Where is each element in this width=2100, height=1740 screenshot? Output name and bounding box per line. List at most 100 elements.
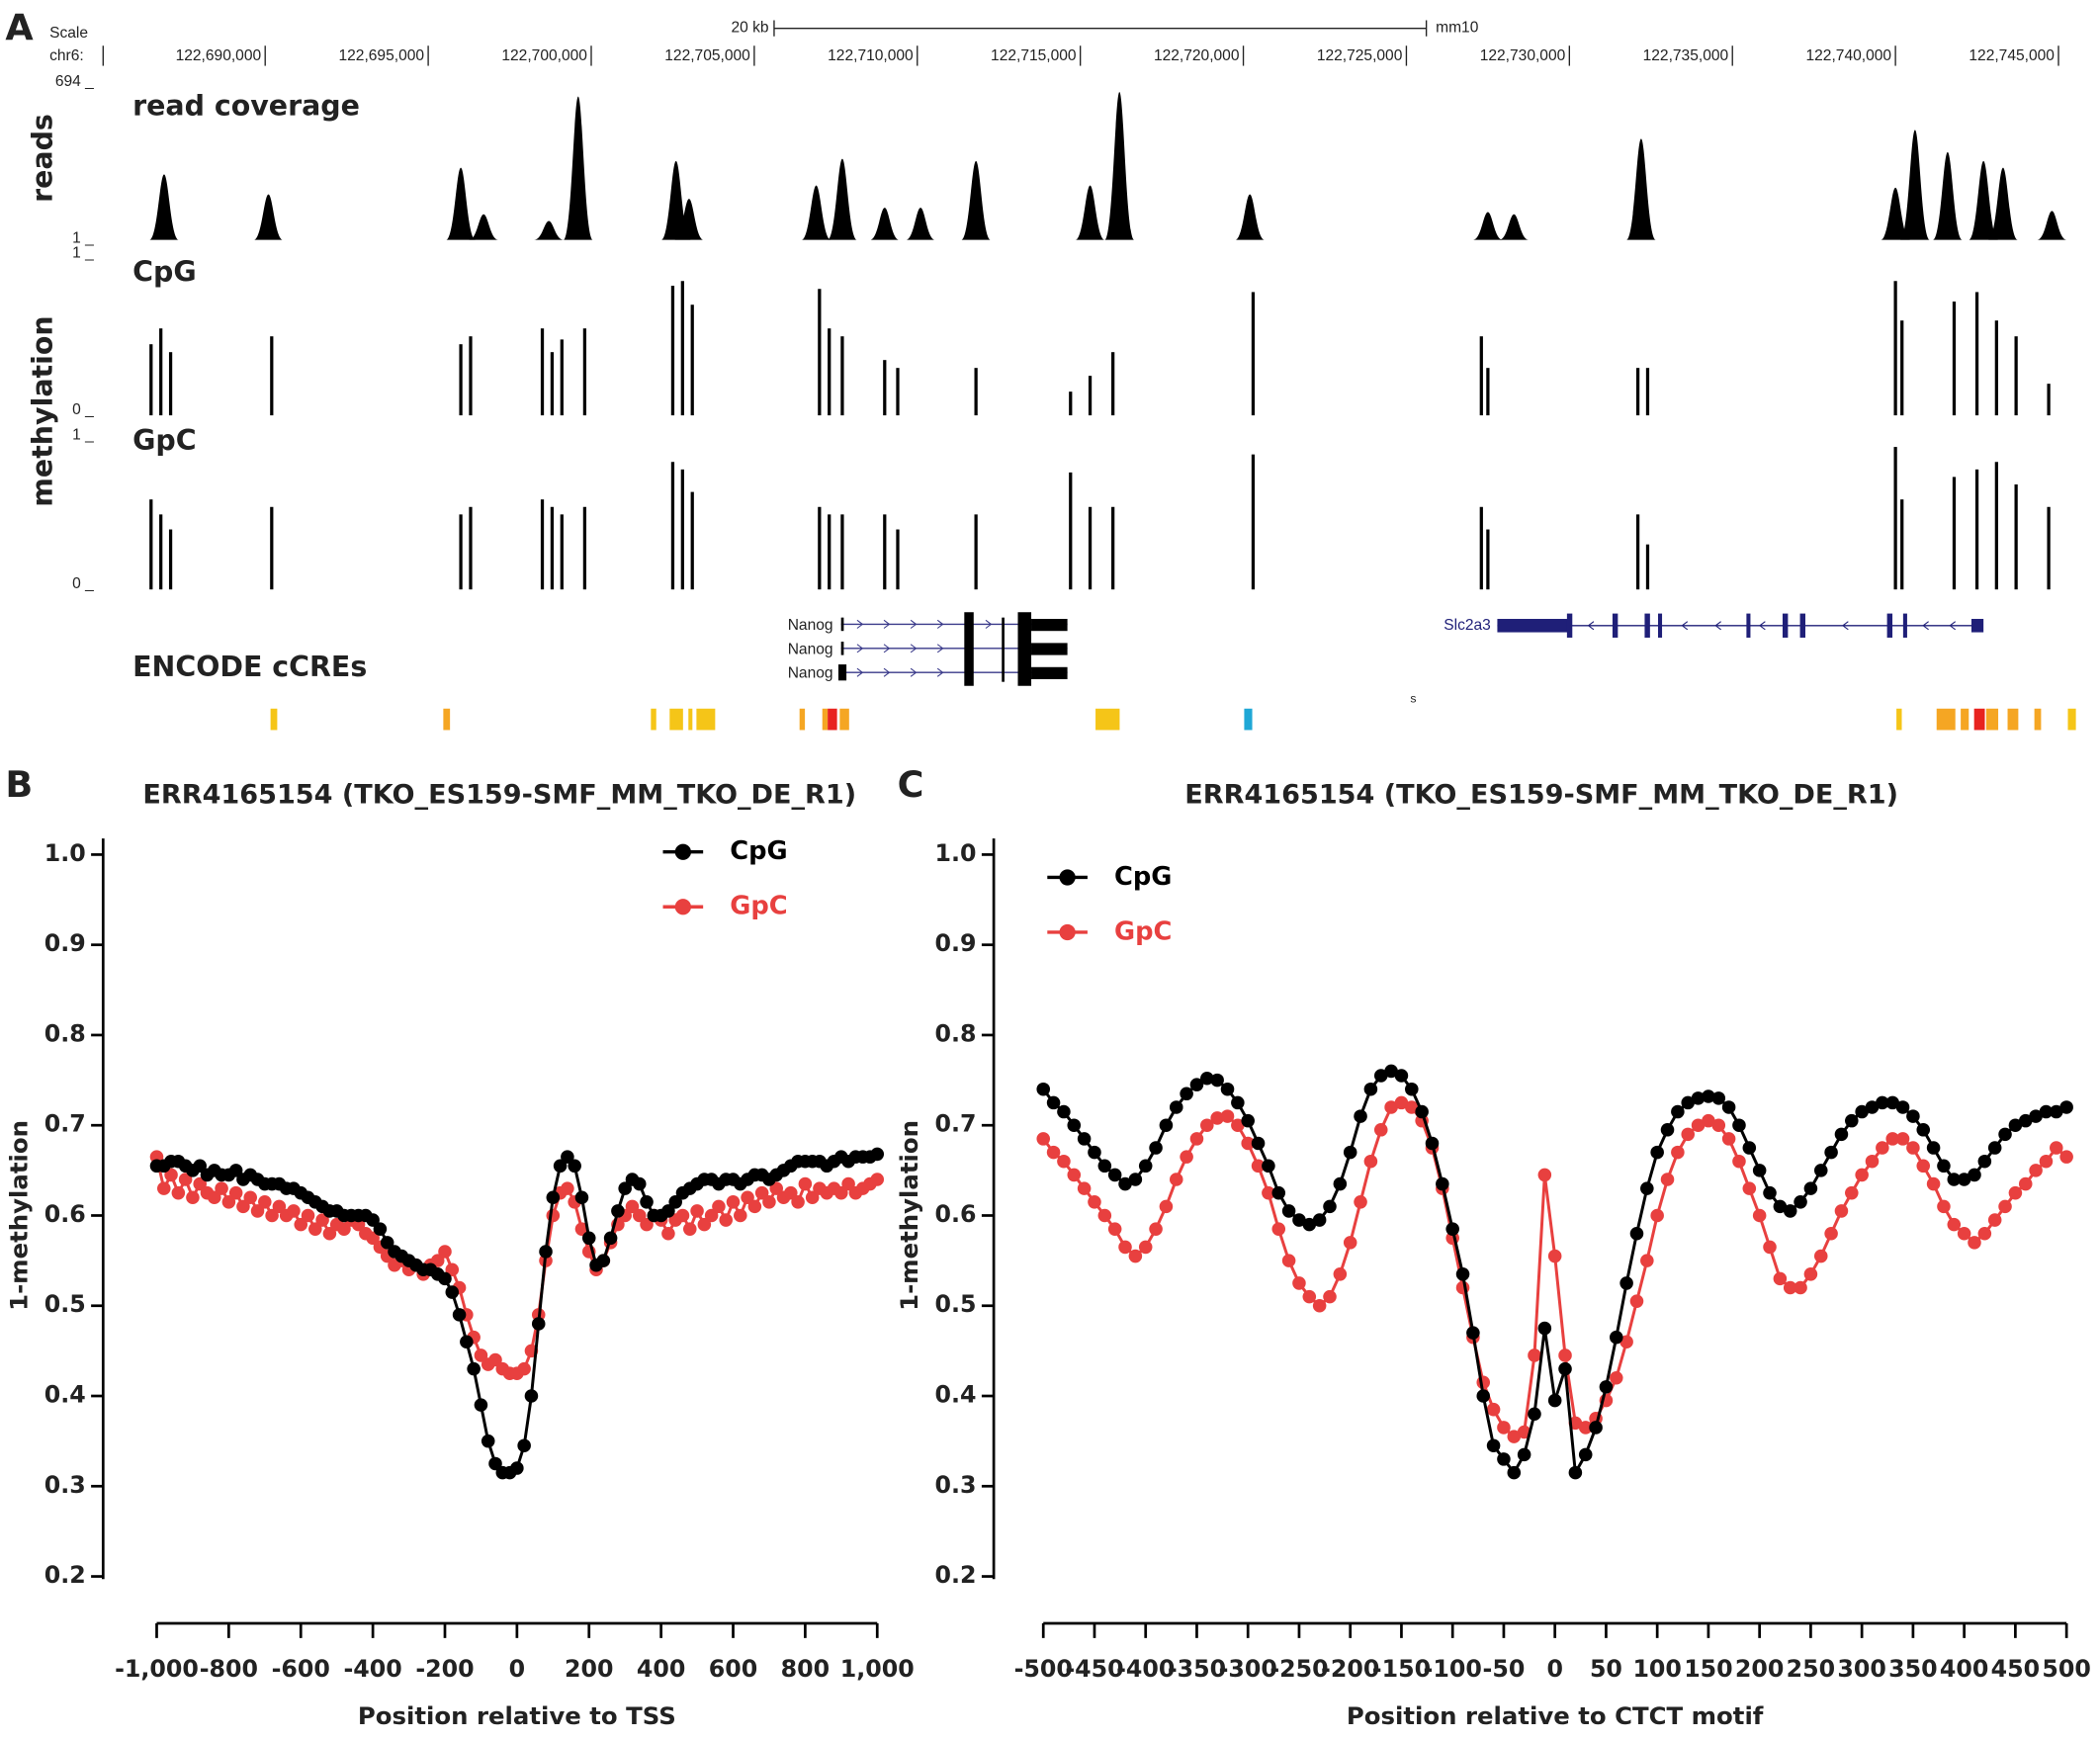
data-point [1721, 1132, 1736, 1146]
data-point [1302, 1289, 1317, 1304]
data-point [258, 1195, 272, 1209]
x-tick-label: -600 [272, 1655, 330, 1683]
methylation-bar [1974, 292, 1979, 416]
track-title: ENCODE cCREs [132, 651, 367, 683]
y-axis-label: 1-methylation [895, 1120, 923, 1311]
data-point [754, 1185, 769, 1200]
data-point [704, 1208, 719, 1223]
chart-title: ERR4165154 (TKO_ES159-SMF_MM_TKO_DE_R1) [142, 779, 856, 810]
data-point [1752, 1208, 1767, 1223]
gene-exon [1002, 617, 1005, 682]
methylation-bar [159, 328, 163, 416]
track-range-label: 0 _ [72, 401, 94, 418]
data-point [1405, 1100, 1419, 1114]
data-point [1681, 1095, 1695, 1110]
data-point [1486, 1402, 1501, 1417]
data-point [301, 1208, 315, 1223]
methylation-bar [1088, 506, 1093, 590]
data-point [1957, 1173, 1971, 1186]
data-point [1251, 1136, 1266, 1151]
data-point [1681, 1127, 1695, 1142]
data-point [1067, 1168, 1082, 1182]
ccre [696, 708, 716, 731]
data-point [1486, 1438, 1501, 1452]
data-point [1845, 1113, 1859, 1128]
data-point [1138, 1240, 1153, 1255]
data-point [1855, 1104, 1869, 1119]
data-point [1107, 1168, 1122, 1182]
methylation-bar [159, 514, 163, 590]
gene-exon [964, 612, 974, 686]
methylation-bar [1479, 336, 1483, 416]
data-point [1537, 1168, 1552, 1182]
data-point [675, 1208, 690, 1223]
data-point [1077, 1132, 1092, 1146]
data-point [366, 1231, 380, 1246]
methylation-bar [459, 344, 463, 416]
y-tick-label: 0.4 [935, 1381, 977, 1409]
chrom-label: chr6: [49, 47, 84, 64]
data-point [1271, 1185, 1286, 1200]
data-point [2039, 1154, 2054, 1169]
ccre [443, 708, 451, 731]
ccre [1985, 708, 1999, 731]
data-point [1578, 1421, 1593, 1435]
data-point [1128, 1249, 1143, 1263]
data-point [1691, 1118, 1706, 1132]
data-point [265, 1208, 279, 1223]
data-point [1528, 1407, 1541, 1422]
coverage-peak [906, 208, 935, 240]
gene-exon [1612, 613, 1619, 638]
legend-marker [1059, 869, 1076, 886]
data-point [1987, 1213, 2002, 1227]
data-point [1210, 1111, 1224, 1125]
data-point [467, 1361, 481, 1376]
data-point [1189, 1078, 1204, 1091]
data-point [568, 1159, 581, 1174]
x-tick-label: 450 [1991, 1655, 2040, 1683]
data-point [1363, 1154, 1378, 1169]
data-point [308, 1222, 322, 1236]
data-point [1957, 1226, 1971, 1241]
data-point [1895, 1100, 1910, 1114]
position-label: 122,740,000 [1806, 47, 1892, 64]
data-point [337, 1222, 351, 1236]
methylation-bar [2014, 484, 2018, 590]
data-point [1169, 1173, 1183, 1186]
data-point [1343, 1145, 1357, 1160]
ccre [828, 708, 837, 731]
y-tick-label: 0.4 [44, 1381, 86, 1409]
data-point [1702, 1113, 1715, 1128]
data-point [1231, 1095, 1245, 1110]
position-label: 122,730,000 [1480, 47, 1566, 64]
methylation-bar [1900, 499, 1904, 590]
data-point [1763, 1185, 1777, 1200]
methylation-bar [469, 336, 473, 416]
data-point [632, 1208, 647, 1223]
data-point [1998, 1127, 2012, 1142]
data-point [1046, 1095, 1061, 1110]
data-point [1057, 1104, 1071, 1119]
data-point [1568, 1465, 1583, 1480]
coverage-peak [1625, 138, 1656, 240]
panel-letter: C [898, 763, 924, 806]
data-point [870, 1173, 885, 1186]
data-point [1987, 1141, 2002, 1155]
legend-marker [1059, 923, 1076, 941]
methylation-bar [149, 499, 153, 590]
methylation-bar [670, 286, 675, 416]
legend-label: GpC [1114, 916, 1172, 946]
data-point [1159, 1118, 1174, 1132]
data-point [1333, 1176, 1348, 1191]
data-point [640, 1195, 654, 1209]
data-point [741, 1190, 754, 1205]
data-point [1169, 1100, 1183, 1114]
methylation-bar [149, 344, 153, 416]
gene-strand [856, 619, 993, 677]
data-point [1937, 1159, 1951, 1174]
data-point [1906, 1141, 1920, 1155]
methylation-bar [1900, 320, 1904, 416]
data-point [1241, 1136, 1255, 1151]
methylation-bar [1069, 392, 1073, 416]
ccre [1973, 708, 1985, 731]
